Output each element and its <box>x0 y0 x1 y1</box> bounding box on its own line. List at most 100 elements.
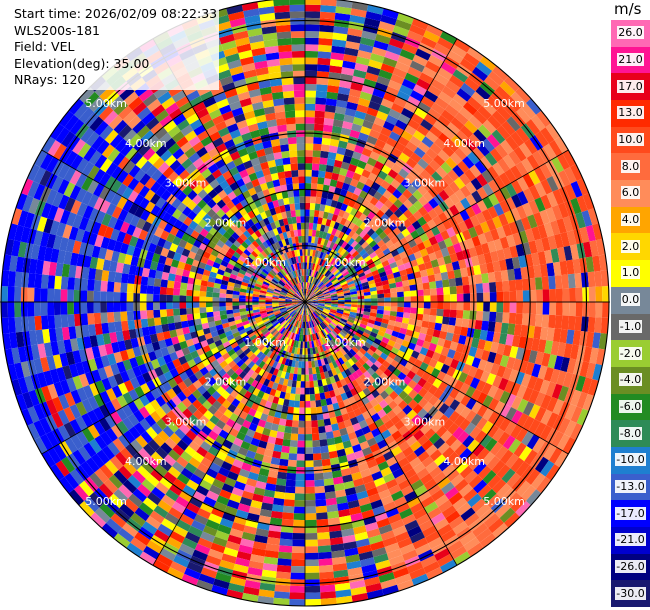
radar-gate <box>474 224 484 236</box>
radar-gate <box>307 249 311 256</box>
radar-gate <box>432 266 441 275</box>
radar-gate <box>247 567 263 577</box>
radar-gate <box>319 204 326 212</box>
radar-gate <box>475 380 487 392</box>
radar-gate <box>574 316 583 331</box>
radar-gate <box>546 176 559 192</box>
radar-gate <box>305 64 318 71</box>
radar-gate <box>493 414 506 428</box>
radar-gate <box>14 316 23 333</box>
radar-gate <box>355 56 370 66</box>
radar-gate <box>394 573 412 585</box>
radar-gate <box>279 391 286 399</box>
radar-gate <box>351 216 359 225</box>
radar-gate <box>374 418 385 428</box>
radar-gate <box>346 245 354 253</box>
radar-gate <box>342 474 353 483</box>
radar-gate <box>384 208 394 218</box>
radar-gate <box>403 334 412 343</box>
radar-gate <box>359 323 367 329</box>
radar-gate <box>362 119 374 130</box>
radar-gate <box>314 486 325 494</box>
radar-gate <box>425 461 439 474</box>
radar-gate <box>528 169 541 185</box>
radar-gate <box>292 373 298 381</box>
radar-gate <box>400 274 409 282</box>
radar-gate <box>291 346 296 354</box>
radar-gate <box>305 297 310 302</box>
radar-gate <box>422 212 433 223</box>
radar-gate <box>314 236 319 244</box>
radar-gate <box>337 195 346 204</box>
radar-gate <box>361 147 373 158</box>
radar-gate <box>440 31 457 45</box>
radar-gate <box>318 331 323 339</box>
radar-gate <box>374 394 384 404</box>
radar-gate <box>488 70 504 86</box>
radar-gate <box>8 317 16 334</box>
radar-gate <box>362 233 371 242</box>
radar-gate <box>481 169 494 184</box>
radar-gate <box>406 435 418 447</box>
radar-gate <box>340 203 348 212</box>
radar-gate <box>314 288 320 294</box>
radar-gate <box>329 241 335 249</box>
radar-gate <box>264 550 279 559</box>
radar-gate <box>331 296 338 300</box>
radar-gate <box>392 405 403 415</box>
radar-gate <box>582 302 590 317</box>
radar-gate <box>426 219 437 230</box>
radar-gate <box>259 582 276 592</box>
radar-gate <box>422 525 438 538</box>
radar-gate <box>349 314 357 319</box>
radar-gate <box>389 311 397 317</box>
radar-gate <box>452 69 469 83</box>
radar-gate <box>274 390 282 398</box>
radar-gate <box>409 313 417 320</box>
radar-gate <box>398 213 408 223</box>
radar-gate <box>398 113 411 125</box>
radar-gate <box>460 197 471 210</box>
radar-gate <box>413 130 426 142</box>
radar-gate <box>305 44 319 52</box>
radar-gate <box>14 271 23 288</box>
radar-gate <box>344 297 352 300</box>
radar-gate <box>398 168 409 179</box>
radar-gate <box>311 320 315 328</box>
radar-gate <box>422 381 433 392</box>
radar-gate <box>298 334 302 342</box>
radar-gate <box>395 316 403 323</box>
radar-gate <box>335 489 347 498</box>
radar-gate <box>522 401 535 416</box>
radar-gate <box>167 280 175 289</box>
radar-gate <box>337 400 346 409</box>
radar-gate <box>334 244 341 253</box>
radar-gate <box>509 346 519 359</box>
radar-gate <box>330 277 338 283</box>
radar-gate <box>471 337 480 349</box>
radar-gate <box>324 335 331 343</box>
radar-gate <box>359 373 368 383</box>
radar-gate <box>562 288 570 302</box>
radar-gate <box>316 413 324 421</box>
radar-gate <box>410 290 418 297</box>
radar-gate <box>316 512 328 520</box>
radar-gate <box>318 230 324 239</box>
radar-gate <box>557 247 567 262</box>
radar-gate <box>325 431 334 440</box>
radar-gate <box>421 275 429 284</box>
radar-gate <box>311 297 318 300</box>
radar-gate <box>326 254 332 262</box>
radar-gate <box>447 540 464 554</box>
radar-gate <box>370 540 385 551</box>
radar-gate <box>360 262 368 269</box>
radar-gate <box>316 317 322 324</box>
radar-gate <box>390 292 398 298</box>
radar-gate <box>409 531 425 544</box>
radar-gate <box>322 411 330 420</box>
radar-gate <box>369 443 380 453</box>
radar-gate <box>354 385 363 394</box>
radar-gate <box>308 222 314 230</box>
radar-gate <box>495 281 503 292</box>
radar-gate <box>275 484 286 493</box>
